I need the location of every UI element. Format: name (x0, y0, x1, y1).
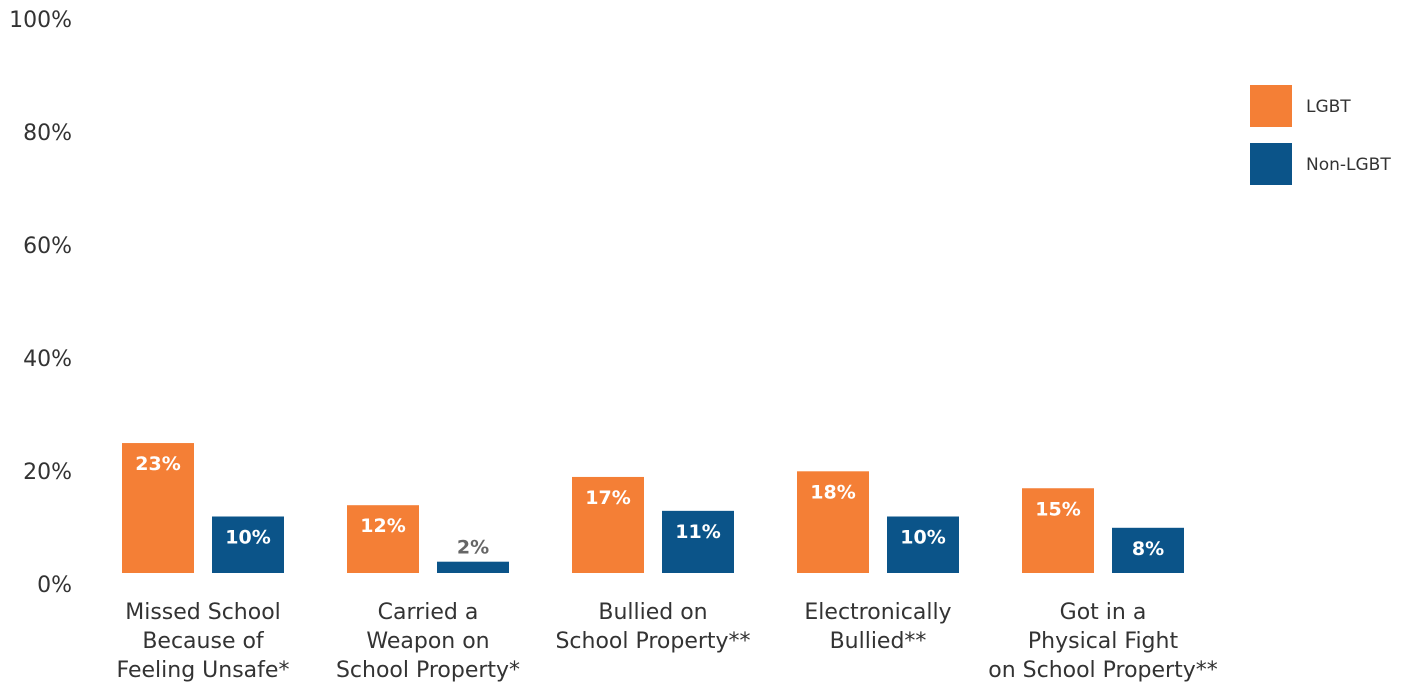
data-label: 15% (1035, 498, 1080, 520)
category-label-line: Weapon on (366, 629, 489, 654)
category-label: Got in a Physical Fight on School Property… (988, 600, 1218, 683)
data-label: 10% (225, 527, 270, 549)
data-label: 11% (675, 521, 720, 543)
y-tick-label: 20% (23, 460, 72, 485)
category-label: Bullied on School Property** (555, 600, 750, 654)
legend-swatch (1250, 143, 1292, 185)
y-tick-label: 100% (9, 8, 72, 33)
bar-non-lgbt (887, 516, 959, 573)
legend-label: LGBT (1306, 97, 1351, 117)
bar-lgbt (572, 476, 644, 573)
bar-lgbt (347, 505, 419, 573)
data-label: 10% (900, 527, 945, 549)
bar-group: 12% 2% (347, 505, 509, 573)
bar-group: 15% 8% (1022, 488, 1184, 573)
category-label: Carried a Weapon on School Property* (336, 600, 520, 683)
legend-item-lgbt: LGBT (1250, 85, 1351, 127)
y-tick-label: 60% (23, 234, 72, 259)
y-tick-label: 80% (23, 121, 72, 146)
bar-group: 18% 10% (797, 471, 959, 573)
legend: LGBT Non-LGBT (1250, 85, 1391, 185)
bar-lgbt (797, 471, 869, 573)
data-label: 23% (135, 453, 180, 475)
bar-lgbt (1022, 488, 1094, 573)
category-label-line: Missed School (125, 600, 281, 625)
category-label-line: on School Property** (988, 658, 1218, 683)
data-label: 17% (585, 487, 630, 509)
legend-swatch (1250, 85, 1292, 127)
category-label-line: Bullied on (598, 600, 707, 625)
category-label-line: Carried a (378, 600, 479, 625)
data-label: 12% (360, 515, 405, 537)
bar-non-lgbt (212, 516, 284, 573)
x-axis-labels: Missed School Because of Feeling Unsafe* Ca… (117, 600, 1218, 683)
bar-group: 17% 11% (572, 476, 734, 573)
category-label-line: Physical Fight (1028, 629, 1179, 654)
bar-group: 23% 10% (122, 443, 284, 573)
bar-non-lgbt (1112, 527, 1184, 573)
category-label-line: Because of (142, 629, 265, 654)
data-label: 2% (457, 537, 489, 559)
data-label: 18% (810, 481, 855, 503)
data-label: 8% (1132, 538, 1164, 560)
category-label: Missed School Because of Feeling Unsafe* (117, 600, 290, 683)
y-tick-label: 40% (23, 347, 72, 372)
category-label-line: Got in a (1060, 600, 1147, 625)
category-label-line: Feeling Unsafe* (117, 658, 290, 683)
category-label-line: School Property** (555, 629, 750, 654)
category-label-line: School Property* (336, 658, 520, 683)
bar-non-lgbt (437, 561, 509, 573)
category-label-line: Electronically (804, 600, 951, 625)
y-tick-label: 0% (37, 573, 72, 598)
y-axis: 0% 20% 40% 60% 80% 100% (9, 8, 72, 598)
bar-lgbt (122, 443, 194, 573)
legend-label: Non-LGBT (1306, 155, 1391, 175)
legend-item-non-lgbt: Non-LGBT (1250, 143, 1391, 185)
category-label-line: Bullied** (830, 629, 927, 654)
bar-non-lgbt (662, 510, 734, 573)
category-label: Electronically Bullied** (804, 600, 951, 654)
bar-groups: 23% 10% 12% 2% 17% 11% 18% 10% 15% 8% (122, 443, 1184, 573)
